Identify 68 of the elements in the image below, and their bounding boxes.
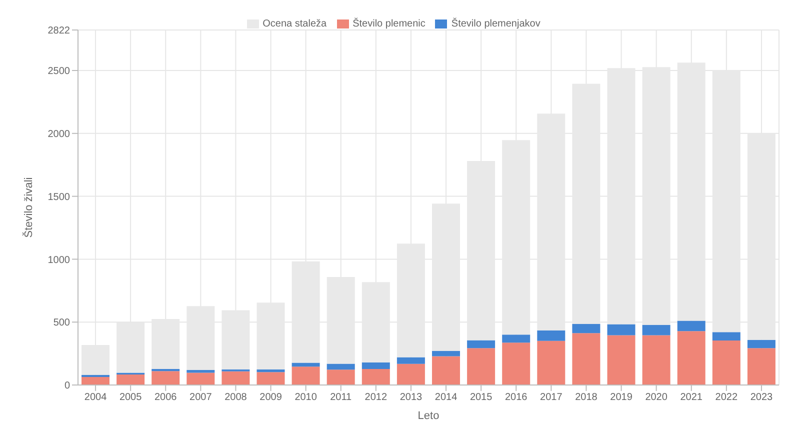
bar <box>607 324 636 336</box>
x-tick-label: 2013 <box>400 392 423 404</box>
bar <box>326 364 355 370</box>
bar <box>396 357 425 364</box>
x-tick-label: 2007 <box>190 392 212 404</box>
bar <box>677 331 706 385</box>
bar <box>642 335 670 385</box>
bar <box>362 369 390 385</box>
bar <box>712 340 740 385</box>
x-tick-label: 2019 <box>610 392 633 404</box>
x-tick-label: 2016 <box>505 392 528 404</box>
x-tick-label: 2015 <box>470 392 493 404</box>
bar <box>467 340 496 348</box>
x-tick-label: 2022 <box>715 392 738 404</box>
bar <box>537 340 566 385</box>
bar <box>186 370 215 373</box>
y-tick-label: 500 <box>53 318 70 329</box>
x-tick-label: 2010 <box>294 392 318 404</box>
x-tick-label: 2011 <box>330 392 352 404</box>
x-tick-label: 2021 <box>680 392 703 404</box>
bar <box>572 324 600 334</box>
x-tick-label: 2008 <box>224 392 248 404</box>
bar <box>712 332 740 340</box>
bar <box>362 362 390 370</box>
x-tick-label: 2020 <box>645 392 668 404</box>
legend-label: Število plemenic <box>352 18 426 30</box>
x-tick-label: 2005 <box>119 392 142 404</box>
bar <box>467 348 496 385</box>
bar <box>642 324 670 336</box>
x-tick-label: 2017 <box>540 392 563 404</box>
bar <box>116 374 145 385</box>
bar <box>502 334 530 343</box>
x-tick-label: 2018 <box>575 392 598 404</box>
bar <box>152 371 180 385</box>
y-tick-label: 1000 <box>48 254 70 266</box>
legend-label: Ocena staleža <box>262 18 327 30</box>
x-tick-label: 2023 <box>750 392 774 404</box>
bar <box>502 342 530 385</box>
bar <box>747 348 776 385</box>
bar <box>572 333 600 385</box>
bar <box>222 371 250 385</box>
bar <box>677 320 706 332</box>
y-tick-label: 2500 <box>48 66 70 78</box>
bar <box>432 356 460 385</box>
bar <box>326 370 355 385</box>
bar <box>256 369 285 372</box>
x-tick-label: 2004 <box>84 392 108 404</box>
y-tick-label: 1500 <box>48 192 70 203</box>
bar <box>256 372 285 385</box>
bar <box>432 350 460 356</box>
y-axis-title: Število živali <box>22 177 35 238</box>
bar <box>396 364 425 385</box>
bar <box>537 330 566 341</box>
bar <box>82 376 110 385</box>
x-tick-label: 2012 <box>364 392 388 404</box>
bar <box>292 366 320 385</box>
x-tick-label: 2006 <box>154 392 178 404</box>
x-tick-label: 2014 <box>434 392 458 404</box>
x-axis-title: Leto <box>418 410 440 422</box>
x-tick-label: 2009 <box>260 392 282 404</box>
y-tick-label: 0 <box>64 380 70 392</box>
legend-label: Število plemenjakov <box>451 18 540 30</box>
bar <box>607 335 636 385</box>
bar <box>186 372 215 385</box>
y-tick-label: 2822 <box>48 26 70 37</box>
bar <box>292 362 320 367</box>
y-tick-label: 2000 <box>48 128 70 140</box>
bar <box>747 340 776 348</box>
